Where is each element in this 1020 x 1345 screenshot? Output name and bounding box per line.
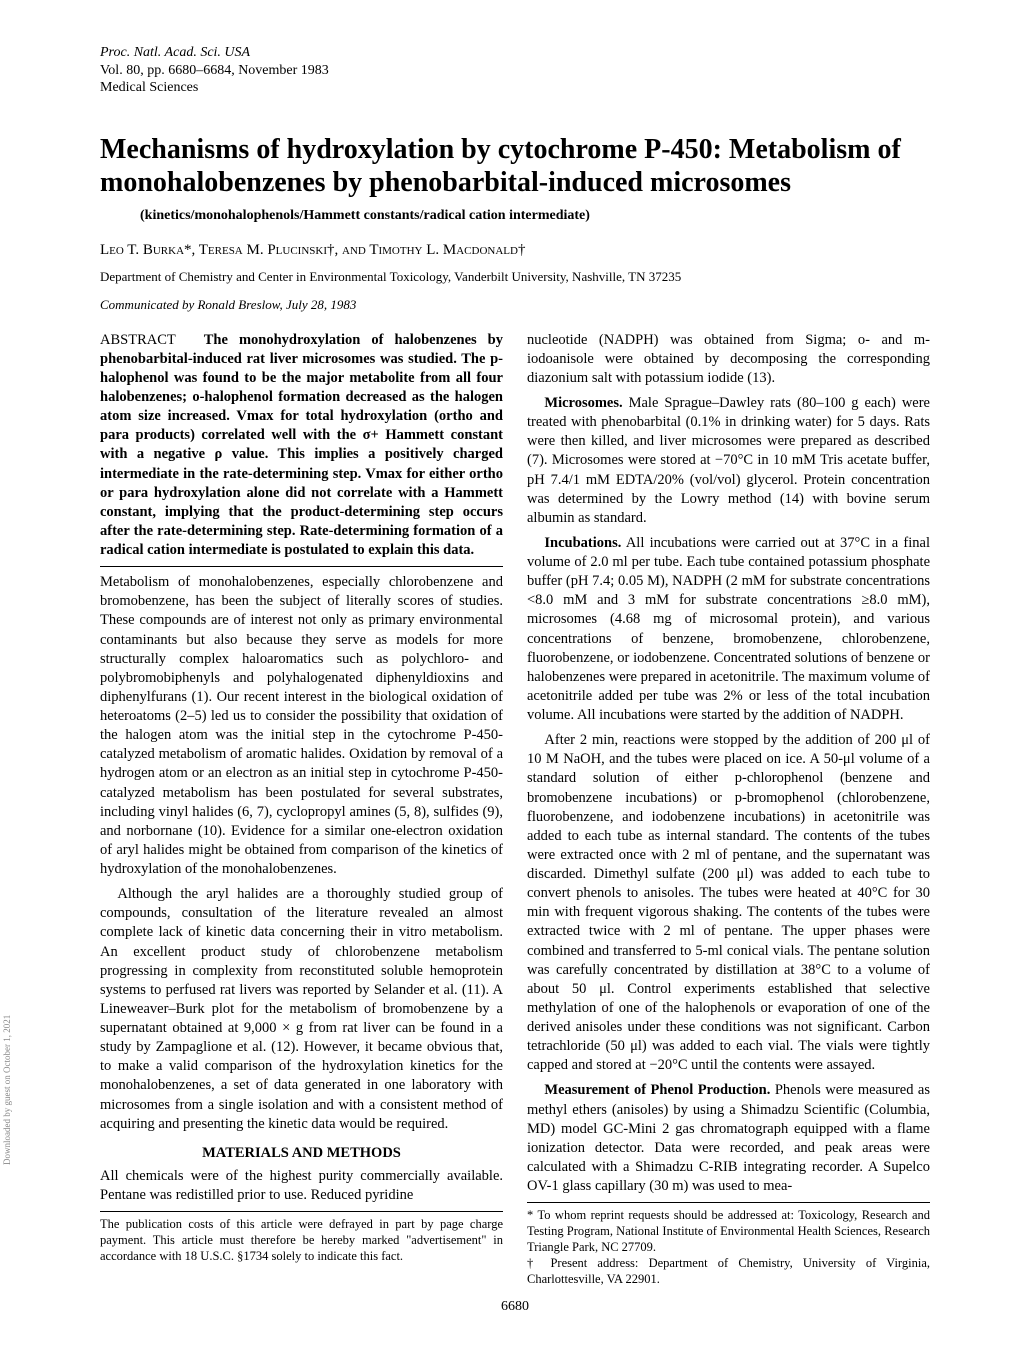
body-paragraph: Measurement of Phenol Production. Phenol…: [527, 1081, 930, 1196]
section-line: Medical Sciences: [100, 79, 930, 97]
abstract: ABSTRACTThe monohydroxylation of haloben…: [100, 331, 503, 561]
abstract-rule: [100, 566, 503, 567]
footnote-rule: [527, 1202, 930, 1203]
footnote-text: * To whom reprint requests should be add…: [527, 1207, 930, 1255]
body-paragraph: Metabolism of monohalobenzenes, especial…: [100, 573, 503, 879]
page: Downloaded by guest on October 1, 2021 P…: [0, 0, 1020, 1345]
communicated-by: Communicated by Ronald Breslow, July 28,…: [100, 297, 930, 313]
body-paragraph: Although the aryl halides are a thorough…: [100, 885, 503, 1134]
author-footnotes: * To whom reprint requests should be add…: [527, 1202, 930, 1287]
authors-line: Leo T. Burka*, Teresa M. Plucinski†, and…: [100, 242, 930, 259]
article-subtitle: kinetics/monohalophenols/Hammett constan…: [100, 208, 930, 224]
footnote-text: † Present address: Department of Chemist…: [527, 1255, 930, 1287]
two-column-body: ABSTRACTThe monohydroxylation of haloben…: [100, 331, 930, 1288]
abstract-text: The monohydroxylation of halobenzenes by…: [100, 332, 503, 558]
run-in-head: Measurement of Phenol Production.: [544, 1082, 770, 1098]
body-paragraph: Microsomes. Male Sprague–Dawley rats (80…: [527, 394, 930, 528]
paragraph-tail: Male Sprague–Dawley rats (80–100 g each)…: [527, 395, 930, 526]
right-column: nucleotide (NADPH) was obtained from Sig…: [527, 331, 930, 1288]
body-paragraph: All chemicals were of the highest purity…: [100, 1167, 503, 1205]
body-paragraph: nucleotide (NADPH) was obtained from Sig…: [527, 331, 930, 388]
footnote-text: The publication costs of this article we…: [100, 1217, 503, 1263]
volume-line: Vol. 80, pp. 6680–6684, November 1983: [100, 62, 930, 80]
paragraph-tail: All incubations were carried out at 37°C…: [527, 535, 930, 723]
download-watermark: Downloaded by guest on October 1, 2021: [2, 1015, 12, 1165]
journal-name: Proc. Natl. Acad. Sci. USA: [100, 44, 930, 62]
page-number: 6680: [100, 1299, 930, 1315]
paragraph-tail: Phenols were measured as methyl ethers (…: [527, 1082, 930, 1194]
body-paragraph: After 2 min, reactions were stopped by t…: [527, 731, 930, 1075]
affiliation: Department of Chemistry and Center in En…: [100, 269, 930, 285]
page-charge-footnote: The publication costs of this article we…: [100, 1211, 503, 1264]
body-paragraph: Incubations. All incubations were carrie…: [527, 534, 930, 725]
left-column: ABSTRACTThe monohydroxylation of haloben…: [100, 331, 503, 1288]
footnote-rule: [100, 1211, 503, 1212]
abstract-label: ABSTRACT: [100, 332, 204, 348]
section-heading: MATERIALS AND METHODS: [100, 1144, 503, 1163]
run-in-head: Microsomes.: [544, 395, 622, 411]
author-names: Leo T. Burka*, Teresa M. Plucinski†, and…: [100, 242, 525, 258]
journal-header: Proc. Natl. Acad. Sci. USA Vol. 80, pp. …: [100, 44, 930, 97]
article-title: Mechanisms of hydroxylation by cytochrom…: [100, 133, 930, 200]
run-in-head: Incubations.: [544, 535, 621, 551]
